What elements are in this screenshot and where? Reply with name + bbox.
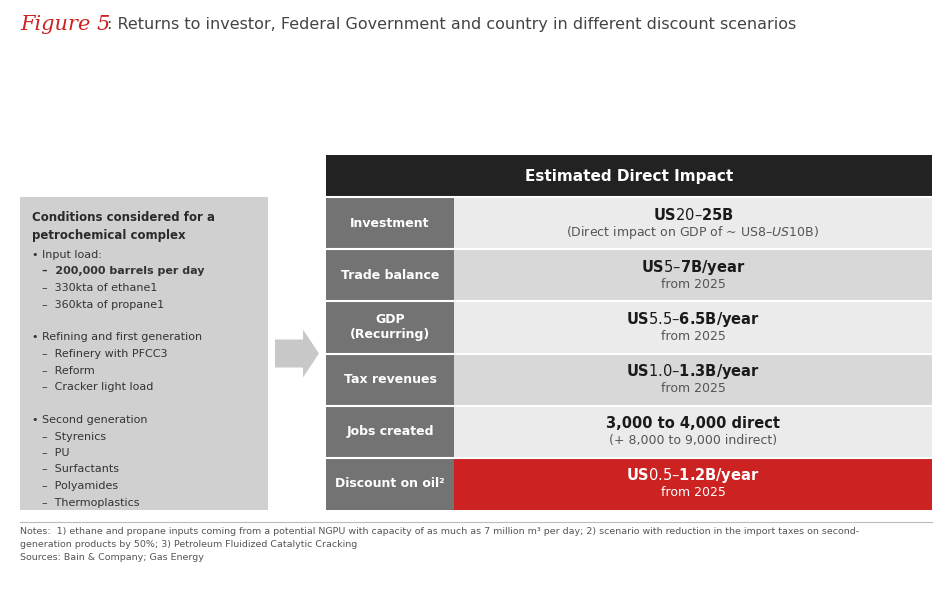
Bar bbox=[326, 155, 932, 197]
Text: –  Surfactants: – Surfactants bbox=[42, 464, 119, 475]
Text: Figure 5: Figure 5 bbox=[20, 15, 110, 35]
Text: –  PU: – PU bbox=[42, 448, 69, 458]
Bar bbox=[454, 249, 932, 301]
Text: Trade balance: Trade balance bbox=[341, 269, 439, 282]
Text: US$1.0–$1.3B/year: US$1.0–$1.3B/year bbox=[626, 362, 760, 381]
Text: from 2025: from 2025 bbox=[660, 330, 726, 343]
Text: Tax revenues: Tax revenues bbox=[344, 373, 436, 386]
Text: Discount on oil²: Discount on oil² bbox=[335, 478, 445, 490]
Text: from 2025: from 2025 bbox=[660, 486, 726, 500]
Text: (+ 8,000 to 9,000 indirect): (+ 8,000 to 9,000 indirect) bbox=[609, 434, 777, 447]
Text: Jobs created: Jobs created bbox=[346, 425, 434, 438]
Bar bbox=[454, 197, 932, 249]
Text: –  200,000 barrels per day: – 200,000 barrels per day bbox=[42, 267, 204, 276]
Text: generation products by 50%; 3) Petroleum Fluidized Catalytic Cracking: generation products by 50%; 3) Petroleum… bbox=[20, 540, 357, 549]
Text: US$0.5–$1.2B/year: US$0.5–$1.2B/year bbox=[626, 467, 760, 486]
Text: • Second generation: • Second generation bbox=[32, 415, 147, 425]
Bar bbox=[454, 406, 932, 458]
Text: US$5–$7B/year: US$5–$7B/year bbox=[641, 258, 745, 277]
Text: –  330kta of ethane1: – 330kta of ethane1 bbox=[42, 283, 158, 293]
Polygon shape bbox=[275, 329, 319, 378]
Bar bbox=[326, 354, 454, 406]
Bar bbox=[454, 301, 932, 354]
Text: US$5.5–$6.5B/year: US$5.5–$6.5B/year bbox=[626, 310, 760, 329]
Text: –  Thermoplastics: – Thermoplastics bbox=[42, 498, 140, 508]
Text: –  Refinery with PFCC3: – Refinery with PFCC3 bbox=[42, 349, 167, 359]
Text: Estimated Direct Impact: Estimated Direct Impact bbox=[524, 168, 733, 184]
Text: : Returns to investor, Federal Government and country in different discount scen: : Returns to investor, Federal Governmen… bbox=[107, 18, 796, 32]
Bar bbox=[454, 354, 932, 406]
Text: Conditions considered for a
petrochemical complex: Conditions considered for a petrochemica… bbox=[32, 211, 215, 242]
Text: 3,000 to 4,000 direct: 3,000 to 4,000 direct bbox=[606, 416, 780, 431]
Text: • Refining and first generation: • Refining and first generation bbox=[32, 332, 202, 342]
Bar bbox=[326, 406, 454, 458]
Text: GDP
(Recurring): GDP (Recurring) bbox=[350, 314, 430, 342]
Bar bbox=[326, 197, 454, 249]
Bar bbox=[20, 197, 268, 510]
Text: –  Cracker light load: – Cracker light load bbox=[42, 382, 153, 392]
Text: from 2025: from 2025 bbox=[660, 382, 726, 395]
Text: from 2025: from 2025 bbox=[660, 278, 726, 291]
Text: –  Reform: – Reform bbox=[42, 365, 95, 376]
Text: –  Styrenics: – Styrenics bbox=[42, 431, 106, 442]
Bar bbox=[326, 458, 454, 510]
Text: Notes:  1) ethane and propane inputs coming from a potential NGPU with capacity : Notes: 1) ethane and propane inputs comi… bbox=[20, 527, 859, 536]
Bar bbox=[326, 301, 454, 354]
Text: Investment: Investment bbox=[351, 217, 429, 229]
Text: Sources: Bain & Company; Gas Energy: Sources: Bain & Company; Gas Energy bbox=[20, 553, 204, 562]
Bar bbox=[454, 458, 932, 510]
Text: • Input load:: • Input load: bbox=[32, 250, 102, 260]
Text: US$20–$25B: US$20–$25B bbox=[653, 207, 733, 223]
Text: –  360kta of propane1: – 360kta of propane1 bbox=[42, 300, 164, 309]
Text: (Direct impact on GDP of ~ US$8–US$10B): (Direct impact on GDP of ~ US$8–US$10B) bbox=[566, 224, 820, 240]
Text: –  Polyamides: – Polyamides bbox=[42, 481, 118, 491]
Bar bbox=[326, 249, 454, 301]
